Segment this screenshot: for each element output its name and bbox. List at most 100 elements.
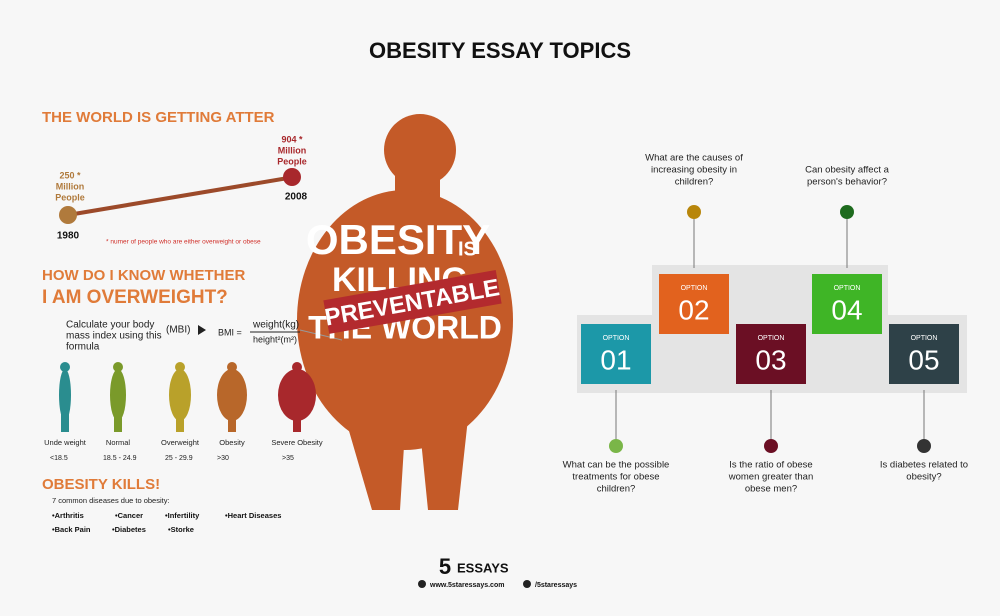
text: 04 (831, 294, 862, 325)
text: increasing obesity in (651, 165, 737, 176)
figure-body (59, 369, 71, 421)
text: 904 * (281, 134, 303, 144)
stamp-bg (323, 269, 502, 334)
text: children? (675, 177, 714, 188)
end-dot (283, 168, 301, 186)
option-box (889, 324, 959, 384)
text: * numer of people who are either overwei… (106, 239, 261, 246)
connector-dot (609, 439, 623, 453)
arrow (299, 329, 343, 341)
text: height²(m²) (253, 334, 297, 344)
text: Overweight (161, 438, 200, 447)
text: HOW DO I KNOW WHETHER (42, 267, 245, 284)
text: 05 (908, 344, 939, 375)
figure-body (217, 369, 247, 421)
figure-legs (61, 410, 69, 432)
text: obese men? (745, 484, 797, 495)
text: THE WORLD IS GETTING ATTER (42, 109, 275, 126)
connector-dot (840, 205, 854, 219)
text: ESSAYS (457, 560, 509, 575)
text: OPTION (834, 285, 861, 292)
text: weight(kg) (252, 320, 299, 331)
text: •Storke (168, 525, 194, 534)
text: •Infertility (165, 511, 200, 520)
figure-head (60, 362, 70, 372)
option-box (812, 274, 882, 334)
text: Calculate your body (66, 320, 154, 331)
title: OBESITY ESSAY TOPICS (369, 38, 631, 63)
web-icon (418, 580, 426, 588)
text: Is diabetes related to (880, 460, 968, 471)
text: >35 (282, 455, 294, 462)
text: Normal (106, 438, 131, 447)
text: obesity? (906, 472, 941, 483)
text: Million (278, 145, 307, 155)
text: 5 (439, 554, 451, 579)
text: BMI = (218, 327, 242, 337)
growth-line (67, 174, 301, 217)
text: /5staressays (535, 582, 577, 589)
text: 250 * (59, 170, 81, 180)
figure-head (113, 362, 123, 372)
figure-legs (293, 410, 301, 432)
text: •Heart Diseases (225, 511, 281, 520)
text: 7 common diseases due to obesity: (52, 496, 170, 505)
text: IS (458, 238, 477, 260)
figure-legs (176, 410, 184, 432)
text: 03 (755, 344, 786, 375)
text: Unde weight (44, 438, 87, 447)
text: 2008 (285, 192, 308, 203)
text: •Diabetes (112, 525, 146, 534)
text: 01 (600, 344, 631, 375)
text: •Arthritis (52, 511, 84, 520)
text: formula (66, 342, 100, 353)
text: People (277, 156, 307, 166)
text: OBESITY (306, 216, 490, 263)
option-box (581, 324, 651, 384)
text: 25 - 29.9 (165, 455, 193, 462)
text: Obesity (219, 438, 245, 447)
connector-dot (764, 439, 778, 453)
option-box (659, 274, 729, 334)
text: What can be the possible (563, 460, 670, 471)
option-box (736, 324, 806, 384)
figure-legs (228, 410, 236, 432)
connector-dot (917, 439, 931, 453)
figure-head (175, 362, 185, 372)
text: OPTION (603, 335, 630, 342)
text: mass index using this (66, 331, 162, 342)
text: I AM OVERWEIGHT? (42, 287, 228, 308)
arrow (198, 325, 206, 335)
social-icon (523, 580, 531, 588)
text: People (55, 192, 85, 202)
figure-legs (114, 410, 122, 432)
text: children? (597, 484, 636, 495)
text: •Back Pain (52, 525, 91, 534)
text: Severe Obesity (271, 438, 323, 447)
text: treatments for obese (572, 472, 659, 483)
figure-body (169, 369, 191, 421)
figure-body (110, 369, 126, 421)
text: <18.5 (50, 455, 68, 462)
text: OPTION (758, 335, 785, 342)
text: 18.5 - 24.9 (103, 455, 137, 462)
text: Can obesity affect a (805, 165, 890, 176)
text: Is the ratio of obese (729, 460, 812, 471)
text: person's behavior? (807, 177, 887, 188)
text: 02 (678, 294, 709, 325)
connector-dot (687, 205, 701, 219)
text: OPTION (911, 335, 938, 342)
text: >30 (217, 455, 229, 462)
text: What are the causes of (645, 153, 743, 164)
text: •Cancer (115, 511, 143, 520)
figure-body (278, 369, 316, 421)
text: (MBI) (166, 325, 190, 336)
start-dot (59, 206, 77, 224)
text: OPTION (681, 285, 708, 292)
text: 1980 (57, 231, 80, 242)
text: www.5staressays.com (429, 582, 504, 589)
text: Million (56, 181, 85, 191)
